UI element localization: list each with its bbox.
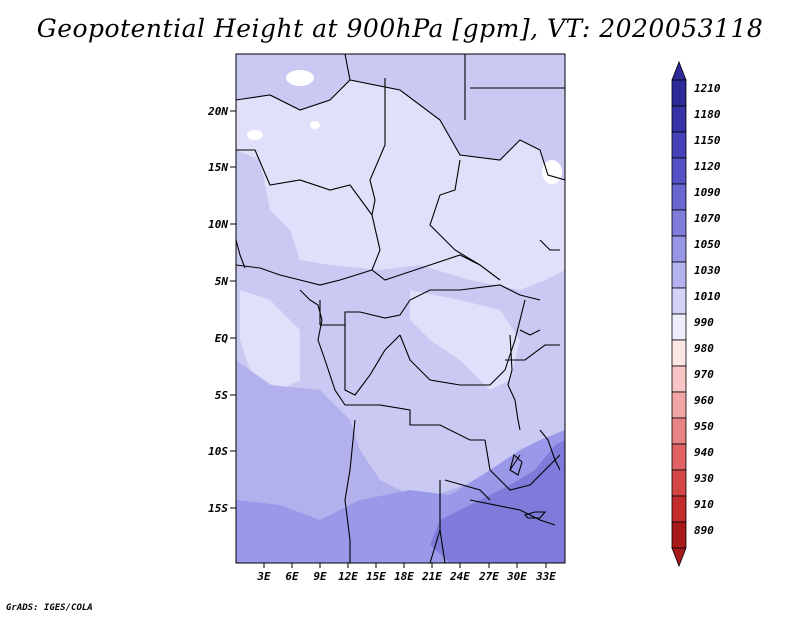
colorbar-swatch: [671, 469, 687, 497]
lon-tick-label: 3E: [256, 570, 271, 583]
colorbar-swatch: [671, 235, 687, 263]
lat-tick-label: 5S: [215, 389, 229, 402]
credit-text: GrADS: IGES/COLA: [6, 603, 93, 613]
lon-tick-label: 24E: [449, 570, 470, 583]
colorbar-swatch: [671, 157, 687, 185]
colorbar-swatch: [671, 391, 687, 419]
border-lines-south: [344, 404, 561, 563]
coastline: [236, 239, 346, 406]
colorbar-swatch: [671, 287, 687, 315]
lon-tick-label: 27E: [478, 570, 499, 583]
colorbar-label: 940: [694, 446, 714, 459]
lake-outlines: [507, 334, 547, 519]
lon-tick-label: 9E: [313, 570, 327, 583]
colorbar-swatch: [671, 261, 687, 289]
colorbar-label: 1050: [694, 238, 721, 251]
colorbar-swatch: [671, 521, 687, 549]
lat-tick-label: 15S: [208, 502, 228, 515]
field-inner-light-patch: [240, 290, 300, 390]
colorbar-swatch: [671, 105, 687, 133]
contour-field: [236, 54, 565, 563]
lat-tick-label: EQ: [215, 332, 229, 345]
lon-axis: 3E 6E 9E 12E 15E 18E 21E 24E 27E 30E 33E: [256, 563, 556, 583]
colorbar-swatch: [671, 417, 687, 445]
colorbar-swatch: [671, 131, 687, 159]
field-sahara-spot-2: [247, 130, 263, 140]
field-southeast-deepest: [430, 440, 565, 563]
colorbar-label: 930: [694, 472, 714, 485]
colorbar-top-arrow: [671, 60, 687, 81]
colorbar-label: 970: [694, 368, 714, 381]
colorbar-label: 1120: [694, 160, 721, 173]
lat-tick-label: 5N: [215, 275, 229, 288]
lon-tick-label: 33E: [535, 570, 556, 583]
lon-tick-label: 30E: [506, 570, 527, 583]
colorbar-label: 910: [694, 498, 714, 511]
colorbar-swatch: [671, 313, 687, 341]
colorbar-label: 1070: [694, 212, 721, 225]
colorbar-label: 960: [694, 394, 714, 407]
colorbar-label: 1210: [694, 82, 721, 95]
colorbar-swatch: [671, 339, 687, 367]
colorbar-bottom-arrow: [671, 547, 687, 568]
colorbar-swatch: [671, 443, 687, 471]
lon-tick-label: 6E: [285, 570, 299, 583]
map-title: Geopotential Height at 900hPa [gpm], VT:…: [36, 14, 764, 43]
lon-tick-label: 15E: [366, 570, 386, 583]
colorbar-swatch: [671, 79, 687, 107]
lat-tick-label: 20N: [207, 105, 228, 118]
colorbar-label: 1010: [694, 290, 721, 303]
colorbar-label: 1150: [694, 134, 721, 147]
lat-axis: 20N 15N 10N 5N EQ 5S 10S 15S: [207, 105, 236, 515]
colorbar-swatch: [671, 183, 687, 211]
colorbar-swatch: [671, 365, 687, 393]
field-congo-light: [410, 290, 520, 390]
colorbar-label: 890: [694, 524, 714, 537]
lat-tick-label: 10N: [208, 218, 228, 231]
colorbar: 1210 1180 1150 1120 1090 1070 1050 1030 1010 990 9…: [671, 60, 721, 568]
colorbar-swatch: [671, 209, 687, 237]
colorbar-label: 980: [694, 342, 714, 355]
colorbar-swatch: [671, 495, 687, 523]
colorbar-label: 950: [694, 420, 714, 433]
border-lines-north: [236, 54, 565, 281]
lon-tick-label: 12E: [338, 570, 358, 583]
field-north-band: [236, 54, 565, 180]
colorbar-label: 1030: [694, 264, 721, 277]
lon-tick-label: 18E: [394, 570, 414, 583]
map-frame: [235, 53, 566, 564]
field-sahara-spot-1: [286, 70, 314, 86]
field-sahara-spot-3: [310, 121, 320, 129]
field-sahara-spot-4: [542, 160, 562, 184]
colorbar-label: 1090: [694, 186, 721, 199]
lon-tick-label: 21E: [421, 570, 442, 583]
colorbar-label: 1180: [694, 108, 721, 121]
colorbar-label: 990: [694, 316, 714, 329]
lat-tick-label: 15N: [208, 161, 228, 174]
country-borders: [236, 54, 565, 563]
lat-tick-label: 10S: [208, 445, 228, 458]
